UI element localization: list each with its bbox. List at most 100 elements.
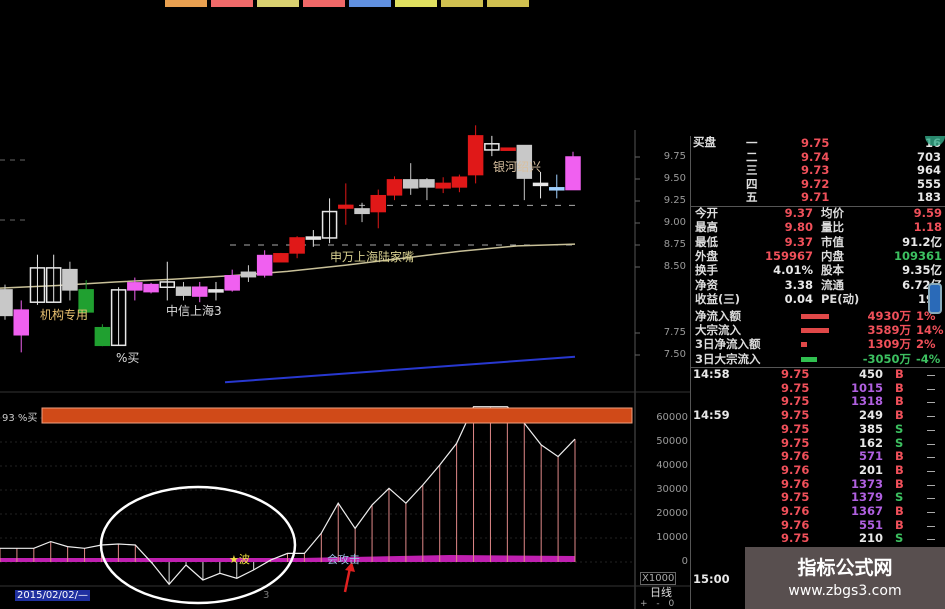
tick-price: 9.75 — [781, 490, 810, 505]
toolbar-tab[interactable] — [303, 0, 345, 7]
candle-body — [240, 271, 257, 278]
stat-label: 市值 — [821, 234, 844, 249]
flow-value: -3050万 — [862, 351, 911, 366]
kline-chart[interactable] — [0, 0, 690, 609]
tick-volume: 210 — [858, 531, 883, 546]
tick-volume: 1015 — [850, 380, 883, 395]
bid-volume: 703 — [916, 149, 941, 164]
candle-body — [175, 286, 192, 296]
tick-volume: 1318 — [850, 394, 883, 409]
candle-body — [516, 144, 533, 179]
status-circle-icon — [925, 136, 945, 146]
bid-price: 9.75 — [801, 136, 830, 150]
tick-volume: 1367 — [850, 504, 883, 518]
flow-bar — [801, 356, 817, 362]
tick-volume: 162 — [858, 435, 883, 450]
toolbar-tab[interactable] — [165, 0, 207, 7]
tick-side: B — [895, 449, 904, 464]
stat-value: 9.37 — [784, 206, 813, 220]
bid-price: 9.71 — [801, 190, 830, 205]
indicator-line — [0, 406, 576, 586]
tick-side: B — [895, 517, 904, 532]
tick-price: 9.75 — [781, 380, 810, 395]
bid-level: 二 — [746, 149, 758, 164]
tick-dash — [927, 484, 935, 486]
flow-bar — [801, 342, 807, 348]
toolbar-tab[interactable] — [211, 0, 253, 7]
zoom-out-button[interactable]: - — [656, 599, 660, 609]
stat-label: 最高 — [695, 220, 718, 235]
bid-level: 五 — [746, 190, 758, 205]
panel-scrollbar[interactable] — [928, 283, 942, 314]
tick-dash — [927, 498, 935, 500]
stat-value: 9.80 — [784, 220, 813, 235]
candle-body — [338, 204, 354, 209]
cursor-mark: 3 — [263, 590, 270, 601]
stat-value: 9.59 — [913, 206, 942, 220]
candle-body — [78, 289, 94, 313]
chart-label-zhongxin: 中信上海3 — [166, 304, 222, 318]
flow-bar — [801, 328, 829, 334]
period-button[interactable]: 日线 — [650, 586, 672, 599]
bid-volume: 964 — [916, 163, 941, 178]
tick-dash — [927, 402, 935, 404]
candle-body — [29, 267, 46, 303]
zoom-controls: + - 0 — [640, 600, 674, 609]
price-tick-label: 8.50 — [663, 261, 686, 272]
candle-body — [484, 143, 500, 151]
price-tick-label: 7.75 — [663, 327, 686, 338]
red-arrow-icon — [343, 567, 352, 593]
flow-pct: 14% — [916, 323, 944, 338]
highlight-circle — [99, 485, 297, 605]
top-toolbar — [0, 0, 945, 8]
stat-value: 9.37 — [784, 234, 813, 249]
candle-body — [354, 208, 370, 215]
stat-label: 净资 — [695, 277, 718, 292]
stat-label: 换手 — [695, 263, 718, 278]
lower-axis: 60000 50000 40000 30000 20000 10000 0 — [636, 0, 690, 609]
tick-side: B — [895, 408, 904, 423]
date-cursor-label[interactable]: 2015/02/02/— — [15, 590, 91, 601]
flow-pct: -4% — [916, 351, 941, 366]
watermark-title: 指标公式网 — [797, 557, 893, 579]
candle-body — [370, 194, 387, 213]
zoom-reset-button[interactable]: 0 — [668, 599, 675, 609]
close-time: 15:00 — [693, 572, 730, 586]
bid-volume: 555 — [916, 176, 941, 191]
toolbar-tab[interactable] — [441, 0, 483, 7]
candle-body — [94, 326, 111, 347]
toolbar-tab[interactable] — [349, 0, 391, 7]
tick-side: S — [895, 531, 904, 546]
tick-price: 9.75 — [781, 421, 810, 436]
zoom-in-button[interactable]: + — [640, 599, 648, 609]
flow-label: 3日净流入额 — [695, 337, 761, 352]
candle-body — [419, 179, 435, 188]
quote-panel: 买盘一9.7516二9.74703三9.73964四9.72555五9.7118… — [690, 136, 945, 609]
tick-price: 9.75 — [781, 408, 810, 423]
candle-body — [256, 254, 273, 276]
bid-level: 三 — [746, 163, 758, 178]
candle-body — [549, 187, 565, 191]
tick-price: 9.76 — [781, 504, 810, 518]
stat-value: 109361 — [893, 248, 942, 263]
stat-value: 159967 — [764, 248, 813, 263]
candle-body — [565, 156, 581, 191]
tick-price: 9.75 — [781, 531, 810, 546]
toolbar-tab[interactable] — [257, 0, 299, 7]
candle-body — [467, 135, 484, 176]
tick-side: B — [895, 476, 904, 491]
bid-level: 四 — [746, 176, 758, 191]
flow-label: 净流入额 — [695, 309, 741, 323]
toolbar-tab[interactable] — [395, 0, 437, 7]
toolbar-tab[interactable] — [487, 0, 529, 7]
tick-volume: 1373 — [850, 476, 883, 491]
attack-label: 会攻击 — [327, 553, 360, 566]
volume-tick-label: 60000 — [656, 412, 688, 423]
tick-dash — [927, 388, 935, 390]
stat-label: 均价 — [821, 206, 844, 220]
candle-body — [13, 309, 29, 336]
tick-side: B — [895, 367, 904, 381]
candle-body — [386, 179, 403, 196]
chart-label-shenwan: 申万上海陆家嘴 — [330, 250, 415, 264]
candle-body — [451, 176, 468, 188]
